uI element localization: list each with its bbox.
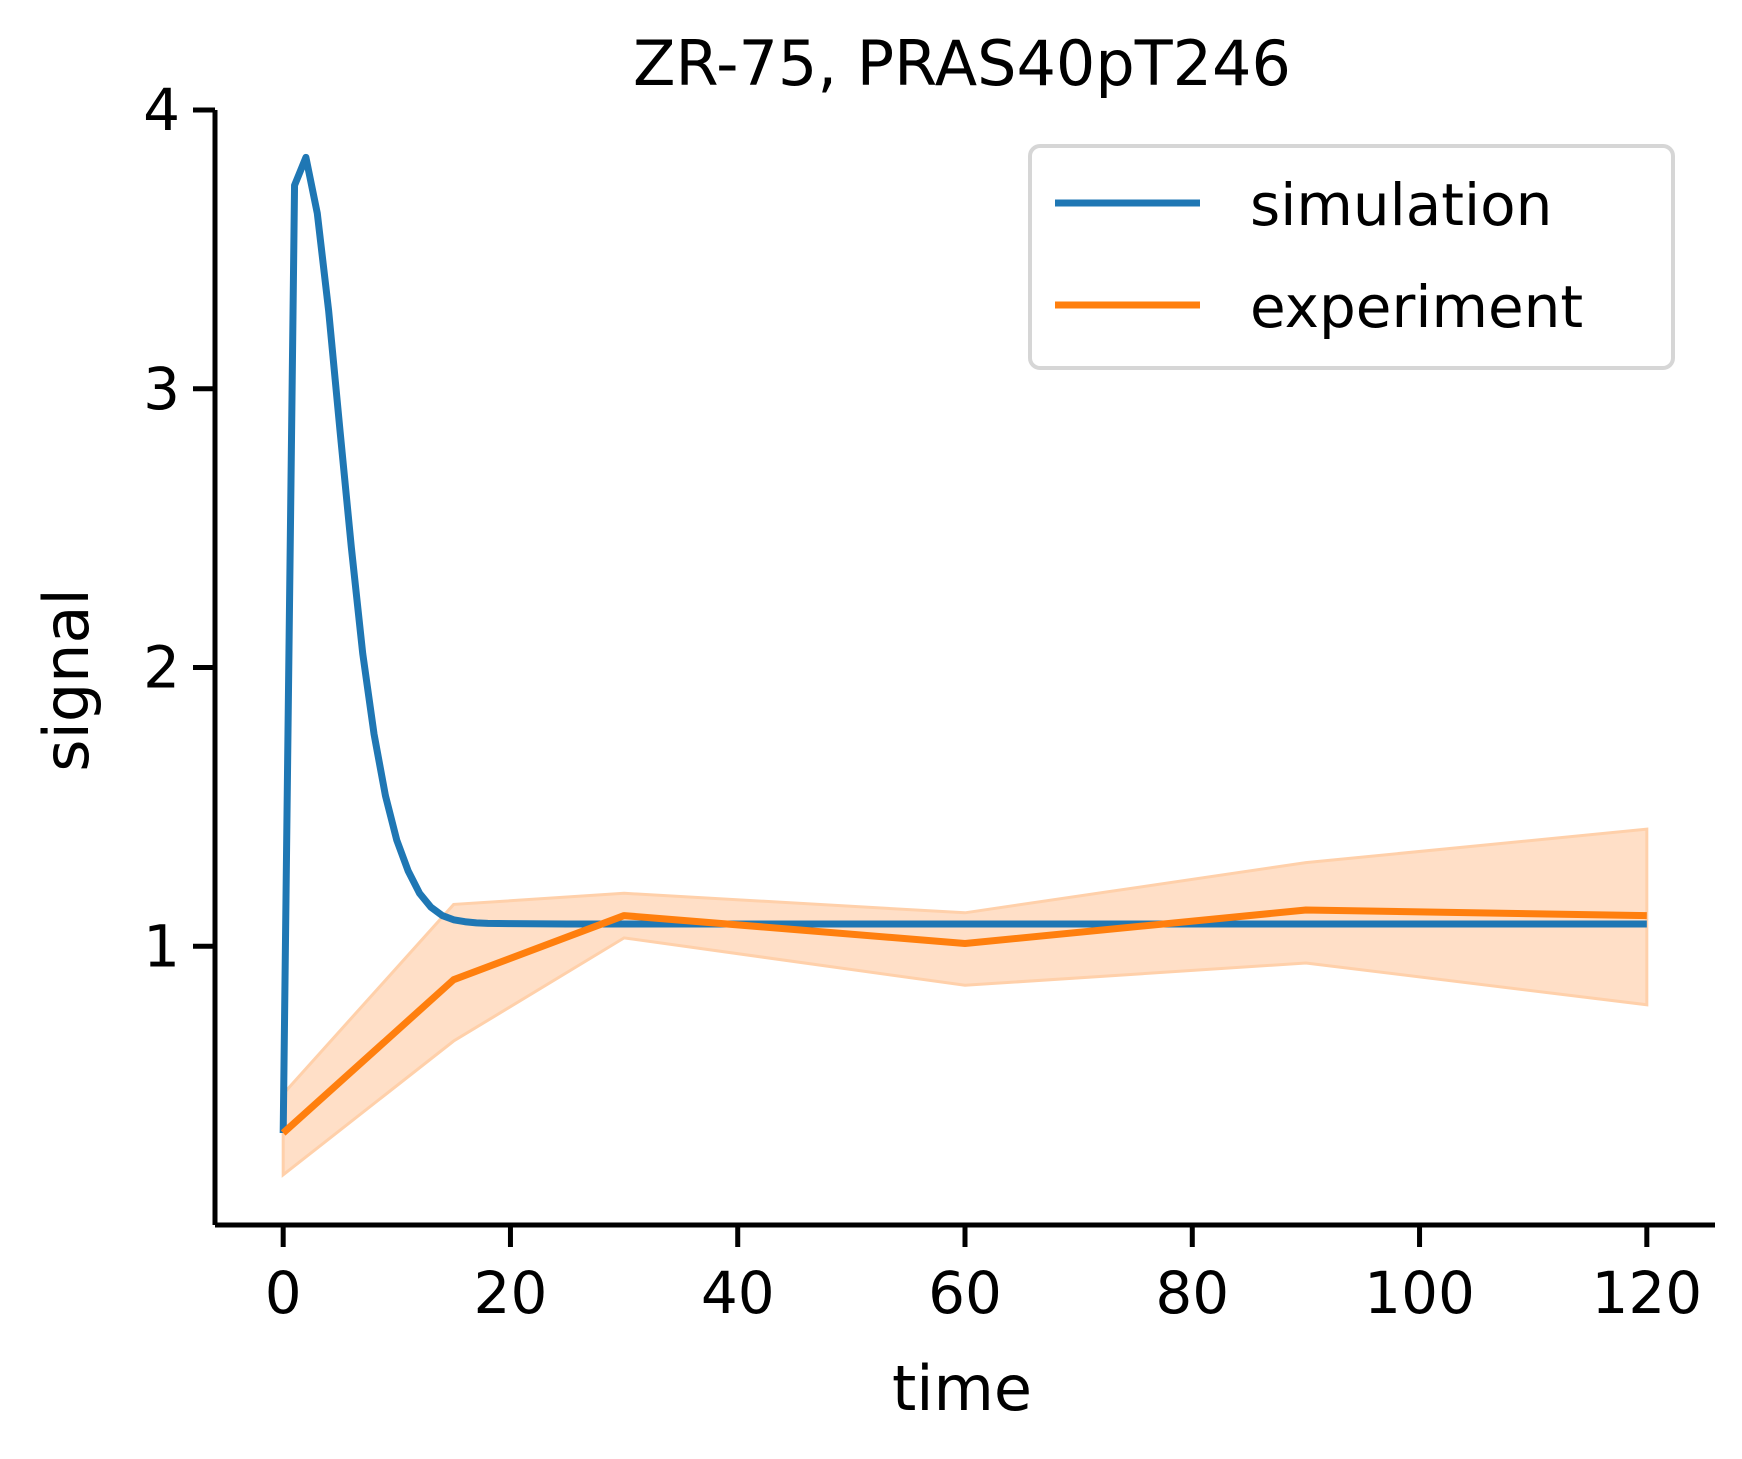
legend: simulation experiment: [1028, 144, 1675, 370]
y-tick-label: 4: [143, 76, 180, 144]
x-tick-label: 0: [265, 1259, 302, 1327]
experiment-band: [281, 827, 1649, 1178]
experiment-line: [280, 906, 1647, 1136]
x-tick-label: 80: [1155, 1259, 1229, 1327]
x-tick-label: 60: [928, 1259, 1002, 1327]
x-tick-label: 20: [474, 1259, 548, 1327]
series-lines: [279, 153, 1647, 1136]
legend-label-simulation: simulation: [1250, 171, 1552, 239]
x-tick-label: 120: [1591, 1259, 1702, 1327]
confidence-bands: [281, 827, 1649, 1178]
y-tick-label: 1: [143, 912, 180, 980]
legend-label-experiment: experiment: [1250, 273, 1583, 341]
y-axis-label: signal: [30, 588, 103, 771]
x-axis-label: time: [892, 1352, 1032, 1425]
chart-title: ZR-75, PRAS40pT246: [633, 27, 1291, 100]
x-ticks: 0 20 40 60 80 100 120: [265, 1225, 1702, 1327]
x-tick-label: 40: [701, 1259, 775, 1327]
y-tick-label: 2: [143, 634, 180, 702]
axes: 0 20 40 60 80 100 120 1 2 3 4: [143, 76, 1715, 1327]
y-tick-label: 3: [143, 355, 180, 423]
x-tick-label: 100: [1364, 1259, 1475, 1327]
plot-area: [279, 153, 1649, 1178]
y-ticks: 1 2 3 4: [143, 76, 215, 980]
